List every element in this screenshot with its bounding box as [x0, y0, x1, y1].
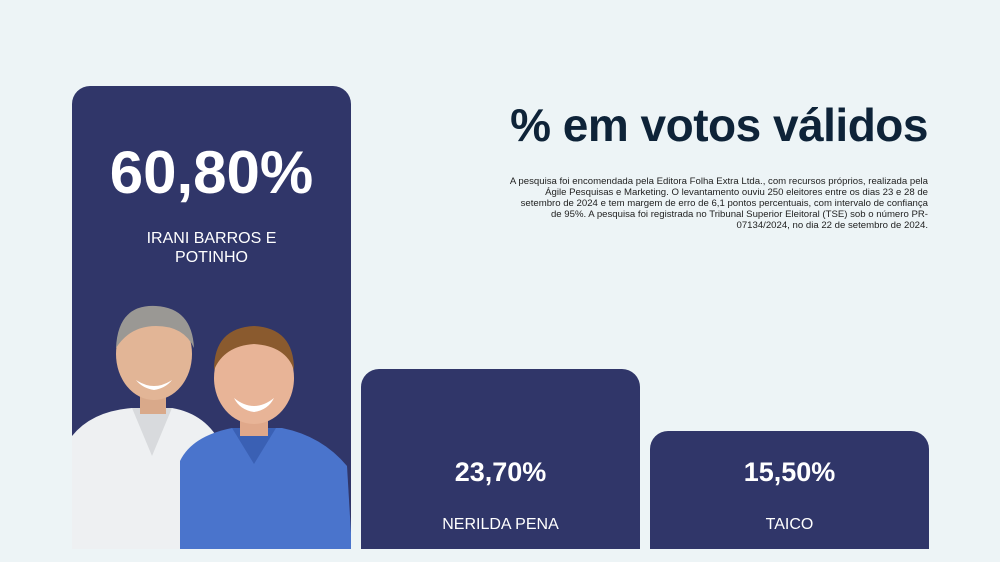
- candidates-photo: [72, 305, 351, 549]
- chart-title: % em votos válidos: [510, 99, 928, 151]
- bar-value-label: 23,70%: [454, 457, 547, 487]
- bar-category-label: TAICO: [765, 516, 814, 533]
- bar-category-label: NERILDA PENA: [442, 516, 559, 533]
- bar-value-label: 60,80%: [109, 139, 314, 206]
- bar-2: 23,70% NERILDA PENA: [361, 369, 640, 549]
- bar-3: 15,50% TAICO: [650, 431, 929, 549]
- bar-1: 60,80% IRANI BARROS E POTINHO: [72, 86, 351, 549]
- methodology-note: A pesquisa foi encomendada pela Editora …: [509, 176, 928, 231]
- bar-category-label: IRANI BARROS E POTINHO: [146, 230, 277, 266]
- bar-value-label: 15,50%: [743, 457, 836, 487]
